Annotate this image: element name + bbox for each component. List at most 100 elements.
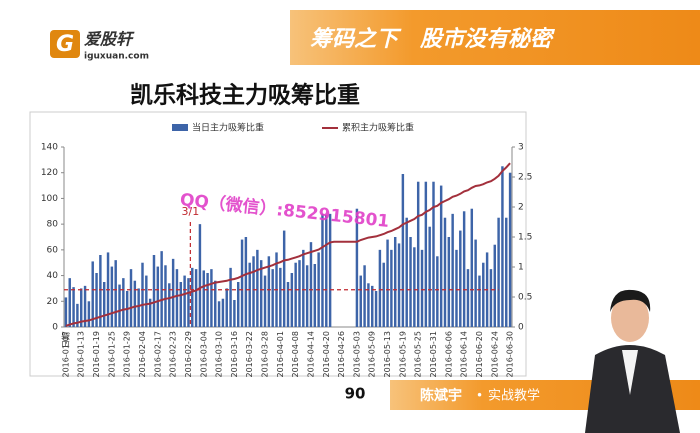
bar (267, 256, 271, 327)
bar (179, 282, 183, 327)
bar (252, 256, 255, 327)
bar (259, 260, 263, 327)
bar (493, 244, 496, 327)
bar (409, 237, 412, 327)
bar (198, 224, 202, 327)
bar (405, 217, 408, 327)
x-tick-label: 2016-04-14 (306, 331, 315, 378)
bar (397, 243, 401, 327)
x-tick-label: 2016-02-23 (169, 331, 178, 378)
bar (206, 273, 209, 327)
bar (168, 283, 171, 327)
bar (439, 185, 443, 327)
x-tick-label: 2016-05-03 (352, 331, 361, 378)
bar (309, 242, 313, 327)
bar (110, 266, 114, 327)
bullet: • (476, 389, 483, 403)
bar (302, 249, 305, 327)
bar (459, 230, 462, 327)
bar (187, 278, 190, 327)
x-tick-label: 2016-03-10 (215, 331, 224, 378)
bar (210, 269, 213, 327)
logo-text: 爱股轩 (84, 30, 135, 49)
bar (505, 217, 508, 327)
page-number: 90 (345, 385, 366, 403)
x-tick-label: 2016-02-29 (184, 331, 193, 378)
bar (83, 285, 87, 327)
y2-tick-label: 1 (518, 263, 524, 273)
legend-swatch (172, 124, 188, 131)
slide-title: 凯乐科技主力吸筹比重 (130, 82, 360, 109)
line (65, 162, 511, 327)
y-tick-label: 120 (41, 168, 58, 178)
bar (432, 181, 435, 327)
y-tick-label: 140 (41, 143, 58, 153)
bar (386, 239, 389, 327)
bar (290, 273, 294, 327)
bar (152, 255, 156, 327)
bar (141, 262, 144, 327)
bar (102, 282, 106, 327)
bar (164, 265, 167, 327)
bar (145, 275, 148, 327)
bar (99, 255, 102, 327)
x-tick-label: 2016-01-25 (107, 331, 116, 378)
bar (455, 249, 458, 327)
x-tick-label: 2016-04-01 (276, 331, 285, 378)
bar (424, 181, 428, 327)
bar (64, 297, 68, 327)
bar (466, 269, 470, 327)
x-tick-label: 2016-01-07 (61, 331, 70, 378)
bar (160, 251, 163, 327)
bar (313, 264, 317, 327)
slogan: 筹码之下 股市没有秘密 (310, 26, 556, 52)
bar (214, 280, 217, 327)
bar (325, 215, 328, 327)
bar (91, 261, 94, 327)
x-tick-label: 2016-03-28 (261, 331, 270, 378)
bar (497, 217, 500, 327)
y2-tick-label: 0 (518, 323, 524, 333)
x-tick-label: 2016-01-13 (77, 331, 86, 378)
x-tick-label: 2016-04-20 (322, 331, 331, 378)
logo-icon (50, 30, 80, 58)
bar (470, 208, 474, 327)
x-tick-label: 2016-01-29 (123, 331, 132, 378)
x-tick-label: 2016-03-16 (230, 331, 239, 378)
bar (436, 256, 439, 327)
y-tick-label: 0 (52, 323, 58, 333)
bar (271, 269, 274, 327)
bar (420, 249, 424, 327)
bar (508, 172, 512, 327)
x-axis-label: 日期 (62, 332, 71, 348)
chart-frame (29, 111, 527, 377)
bar (371, 285, 374, 327)
presenter-name: 陈斌宇 (420, 387, 462, 404)
bar (114, 260, 117, 327)
bar (501, 166, 504, 327)
x-tick-label: 2016-03-04 (199, 331, 208, 378)
bar (263, 275, 267, 327)
bar (236, 282, 240, 327)
bar (76, 303, 79, 327)
legend-label: 当日主力吸筹比重 (192, 122, 264, 134)
x-tick-label: 2016-05-13 (383, 331, 392, 378)
bar (416, 181, 420, 327)
bar (382, 262, 385, 327)
bar (447, 237, 451, 327)
header-band (290, 10, 700, 65)
bar (87, 301, 91, 327)
x-tick-label: 2016-06-30 (506, 331, 515, 378)
bar (171, 258, 175, 327)
bar (240, 239, 244, 327)
bar (202, 270, 205, 327)
bar (68, 278, 71, 327)
bar (363, 265, 366, 327)
x-tick-label: 2016-02-17 (153, 331, 162, 378)
bar (474, 239, 477, 327)
bar (148, 298, 152, 327)
x-tick-label: 2016-02-04 (138, 331, 147, 378)
y-tick-label: 60 (47, 245, 59, 255)
bar (118, 284, 121, 327)
bar (294, 262, 297, 327)
